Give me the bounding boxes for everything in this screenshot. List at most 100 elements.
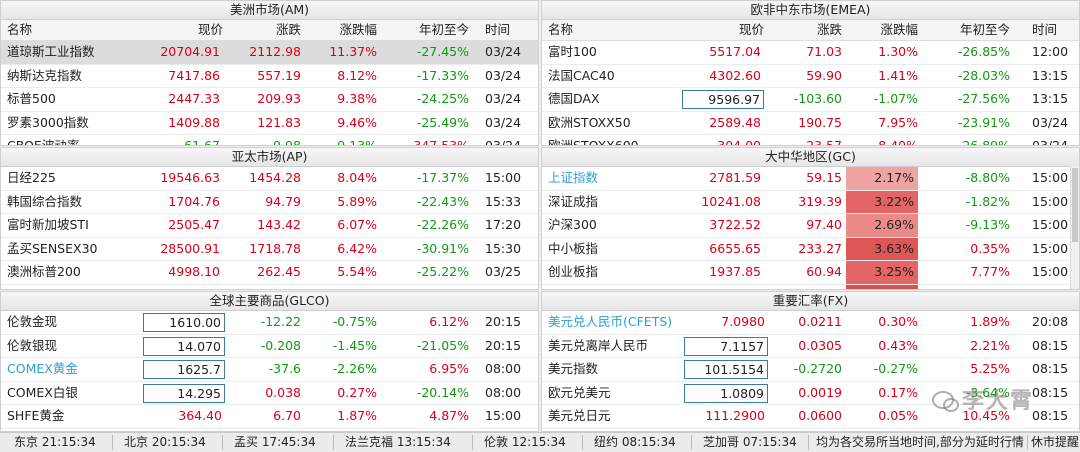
row-ytd: 1.89% [970, 314, 1010, 329]
market-closed-alert[interactable]: 休市提醒 [1031, 435, 1080, 449]
table-row[interactable]: 美元兑离岸人民币 7.1157 0.0305 0.43% 2.21% 08:15 [542, 335, 1079, 358]
header-change[interactable]: 涨跌 [275, 22, 301, 37]
table-row[interactable]: 罗素3000指数 1409.88 121.83 9.46% -25.49% 03/24 [1, 112, 538, 135]
row-price: 304.00 [717, 138, 761, 146]
table-row[interactable]: COMEX黄金 1625.7 -37.6 -2.26% 6.95% 08:00 [1, 358, 538, 382]
row-ytd: -22.26% [416, 217, 469, 232]
row-time: 20:08 [1032, 314, 1069, 329]
header-name[interactable]: 名称 [7, 22, 33, 37]
row-change: -12.22 [260, 314, 301, 329]
table-row[interactable]: 创业板指 1937.85 60.94 3.25% 7.77% 15:00 [542, 261, 1079, 285]
table-row[interactable]: 欧洲STOXX50 2589.48 190.75 7.95% -23.91% 03/24 [542, 112, 1079, 135]
row-ytd: 5.25% [970, 361, 1010, 376]
row-change: 59.90 [806, 67, 842, 83]
table-row[interactable]: 德国DAX 9596.97 -103.60 -1.07% -27.56% 13:15 [542, 88, 1079, 112]
row-time: 08:15 [1032, 384, 1069, 400]
row-name: 深证成指 [548, 193, 599, 209]
table-row[interactable]: 新西兰NZ50 9364.38 155.23 1.70% -19.38% 03/25 [1, 285, 538, 290]
row-change: 209.93 [257, 91, 301, 106]
asia-pacific-panel: 亚太市场(AP) 日经225 19546.63 1454.28 8.04% -17.37… [0, 147, 539, 290]
header-change[interactable]: 涨跌 [816, 22, 842, 37]
header-name[interactable]: 名称 [548, 22, 574, 37]
header-price[interactable]: 现价 [197, 22, 223, 37]
row-time: 17:20 [485, 217, 522, 232]
header-time[interactable]: 时间 [485, 22, 511, 37]
table-row[interactable]: 欧元兑美元 1.0809 0.0019 0.17% -3.64% 08:15 [542, 382, 1079, 405]
row-name: 美元指数 [548, 361, 599, 376]
scrollbar[interactable] [1070, 166, 1079, 289]
row-price: 1625.7 [143, 360, 225, 379]
row-price: 2505.47 [168, 217, 220, 232]
row-change: 1454.28 [249, 170, 301, 185]
header-pct[interactable]: 涨跌幅 [339, 22, 377, 37]
row-pct: -0.27% [873, 361, 918, 376]
table-row[interactable]: CBOE波动率 61.67 -9.98 -9.13% 347.53% 03/24 [1, 135, 538, 146]
header-ytd[interactable]: 年初至今 [418, 22, 469, 37]
row-pct: 6.42% [337, 240, 377, 256]
row-change: 557.19 [257, 67, 301, 83]
table-row[interactable]: 英镑兑美元1.18670.00320.27%-10.55%08:15 [542, 429, 1079, 431]
header-pct[interactable]: 涨跌幅 [880, 22, 918, 37]
table-row[interactable]: 欧洲STOXX600 304.00 23.57 8.40% -26.89% 03/24 [542, 135, 1079, 146]
row-change: 2112.98 [249, 44, 301, 59]
row-time: 03/24 [1032, 114, 1069, 130]
table-row[interactable]: 韩国综合指数 1704.76 94.79 5.89% -22.43% 15:33 [1, 191, 538, 214]
status-bar: 东京 21:15:34 北京 20:15:34 孟买 17:45:34 法兰克福… [0, 432, 1080, 452]
table-row[interactable]: 标普500 2447.33 209.93 9.38% -24.25% 03/24 [1, 88, 538, 112]
row-change: -103.60 [793, 91, 842, 106]
row-pct: 11.37% [329, 44, 377, 59]
row-change: 59.15 [806, 170, 842, 185]
table-row[interactable]: 中小板指 6655.65 233.27 3.63% 0.35% 15:00 [542, 237, 1079, 261]
table-header: 名称 现价 涨跌 涨跌幅 年初至今 时间 [542, 20, 1079, 41]
row-ytd: -21.05% [416, 337, 469, 353]
row-time: 08:15 [1032, 361, 1069, 376]
row-time: 15:00 [485, 408, 522, 423]
table-row[interactable]: 日经225 19546.63 1454.28 8.04% -17.37% 15:00 [1, 167, 538, 191]
row-time: 03/24 [485, 91, 522, 106]
row-name: 美元兑人民币(CFETS) [548, 314, 673, 329]
row-ytd: 4.87% [429, 408, 469, 423]
table-row[interactable]: 伦敦金现 1610.00 -12.22 -0.75% 6.12% 20:15 [1, 311, 538, 335]
row-name: 标普500 [7, 91, 56, 106]
table-row[interactable]: 孟买SENSEX30 28500.91 1718.78 6.42% -30.91% 15:… [1, 238, 538, 261]
table-row[interactable]: 沪深300 3722.52 97.40 2.69% -9.13% 15:00 [542, 214, 1079, 238]
row-ytd: -26.89% [957, 138, 1010, 146]
table-row[interactable]: 富时新加坡STI 2505.47 143.42 6.07% -22.26% 17:20 [1, 214, 538, 238]
header-price[interactable]: 现价 [738, 22, 764, 37]
scrollbar-thumb[interactable] [1072, 168, 1078, 242]
clock-tokyo: 东京 21:15:34 [14, 435, 96, 449]
header-ytd[interactable]: 年初至今 [959, 22, 1010, 37]
table-row[interactable]: 深证成指 10241.08 319.39 3.22% -1.82% 15:00 [542, 190, 1079, 214]
row-ytd: -17.37% [416, 170, 469, 185]
row-name: 韩国综合指数 [7, 193, 83, 209]
panel-title: 欧非中东市场(EMEA) [542, 1, 1079, 20]
table-row[interactable]: 美元兑人民币(CFETS) 7.0980 0.0211 0.30% 1.89% 20:08 [542, 311, 1079, 335]
row-name: 美元兑离岸人民币 [548, 337, 649, 353]
clock-london: 伦敦 12:15:34 [484, 435, 566, 449]
table-row[interactable]: 澳洲标普200 4998.10 262.45 5.54% -25.22% 03/25 [1, 261, 538, 285]
row-pct: 0.05% [878, 408, 918, 423]
row-pct: 5.54% [337, 264, 377, 279]
row-ytd: -27.45% [416, 44, 469, 59]
row-price: 9364.38 [141, 285, 223, 290]
row-price: 14.295 [143, 383, 225, 403]
row-ytd: 0.35% [970, 240, 1010, 256]
table-row[interactable]: 伦敦银现 14.070 -0.208 -1.45% -21.05% 20:15 [1, 335, 538, 358]
table-row[interactable]: 恒生指数 23527.19 862.70 3.81% -16.54% 15:00 [542, 284, 1079, 289]
row-pct: 7.95% [878, 114, 918, 130]
table-row[interactable]: 美元指数 101.5154 -0.2720 -0.27% 5.25% 08:15 [542, 358, 1079, 382]
row-time: 03/24 [1032, 138, 1069, 146]
table-row[interactable]: 富时100 5517.04 71.03 1.30% -26.85% 12:00 [542, 41, 1079, 65]
table-row[interactable]: 法国CAC40 4302.60 59.90 1.41% -28.03% 13:15 [542, 65, 1079, 88]
row-ytd: -30.91% [416, 240, 469, 256]
table-row[interactable]: 纳斯达克指数 7417.86 557.19 8.12% -17.33% 03/24 [1, 65, 538, 88]
table-row[interactable]: COMEX白银 14.295 0.038 0.27% -20.14% 08:00 [1, 382, 538, 405]
table-row[interactable]: 道琼斯工业指数 20704.91 2112.98 11.37% -27.45% 03/24 [1, 41, 538, 65]
table-row[interactable]: 上证指数 2781.59 59.15 2.17% -8.80% 15:00 [542, 167, 1079, 191]
table-row[interactable]: 美元兑日元 111.2900 0.0600 0.05% 10.45% 08:15 [542, 405, 1079, 429]
row-name: 富时新加坡STI [7, 217, 89, 232]
row-price: 1.0809 [684, 383, 768, 403]
header-time[interactable]: 时间 [1032, 22, 1058, 37]
row-price: 61.67 [184, 138, 220, 146]
table-row[interactable]: SHFE黄金 364.40 6.70 1.87% 4.87% 15:00 [1, 405, 538, 429]
